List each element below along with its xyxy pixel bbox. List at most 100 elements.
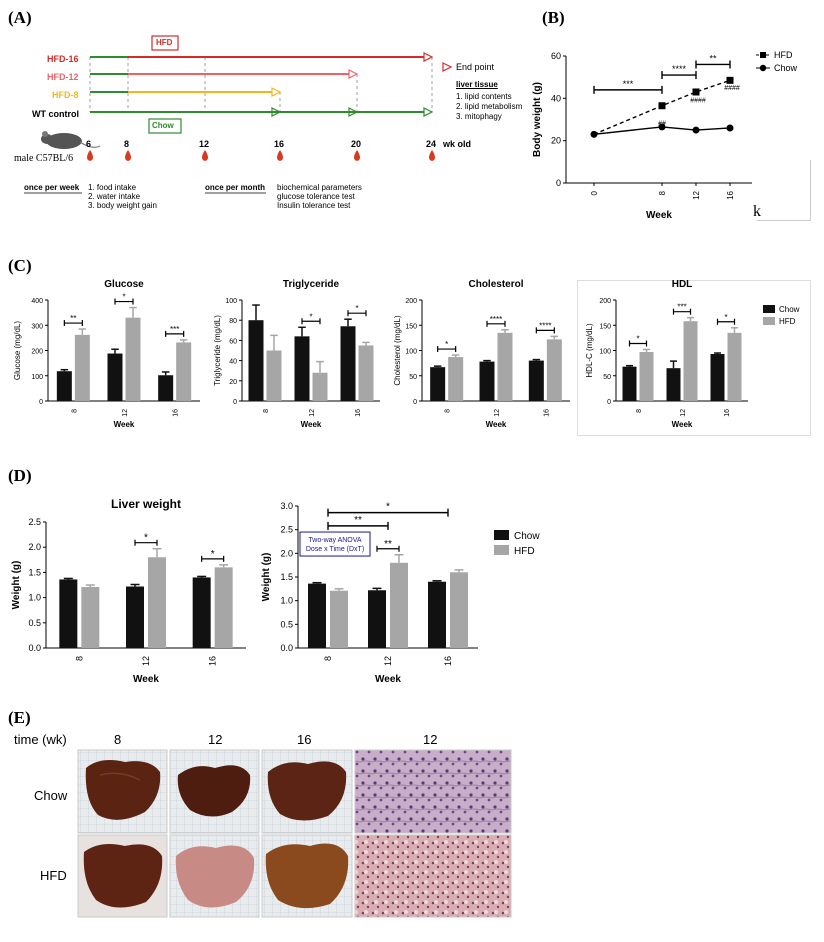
y-tick-label: 40	[551, 93, 561, 103]
group-line-hfd16	[90, 52, 434, 62]
wk-old-label: wk old	[443, 139, 472, 149]
week-12-label: 12	[208, 732, 223, 747]
legend-swatch-hfd	[494, 545, 509, 555]
bar-chow-8	[248, 320, 264, 401]
chart-glucose: Glucose 0 100 200 300 400 Glucose (mg/dL) 8 ** 12…	[13, 279, 200, 429]
group-label-hfd8: HFD-8	[52, 90, 79, 100]
chow-box-label: Chow	[152, 121, 174, 130]
y-tick-label: 60	[229, 338, 237, 345]
row-label-chow: Chow	[34, 788, 68, 803]
sig-label: **	[384, 539, 392, 550]
liver-photo-chow-12	[169, 749, 260, 834]
bar-chow-12	[126, 586, 144, 648]
monthly-label: once per month	[205, 183, 266, 192]
y-axis-label: HDL-C (mg/dL)	[585, 323, 594, 378]
y-tick-label: 0	[413, 399, 417, 406]
sig-label: **	[709, 53, 717, 63]
x-axis-label: Week	[672, 420, 693, 429]
y-tick-label: 1.5	[28, 567, 41, 577]
y-axis-label: Triglyceride (mg/dL)	[213, 315, 222, 386]
x-tick-label: 12	[680, 409, 687, 417]
x-tick-label: 12	[309, 409, 316, 417]
y-tick-label: 0	[39, 399, 43, 406]
weekly-label: once per week	[24, 183, 80, 192]
sig-label: *	[724, 313, 727, 322]
bar-chow-8	[59, 579, 78, 648]
sig-label: *	[355, 304, 358, 313]
bar-chow-16	[428, 581, 446, 648]
endpoint-label: End point	[456, 62, 495, 72]
point-hfd	[658, 102, 666, 110]
chart-title: Glucose	[104, 279, 144, 290]
y-tick-label: 2.5	[280, 525, 293, 535]
bar-hfd-12	[125, 317, 141, 401]
x-tick-label: 8	[636, 409, 643, 413]
liver-tissue-title: liver tissue	[456, 80, 498, 89]
y-tick-label: 0	[233, 399, 237, 406]
timeline-panel	[0, 0, 540, 230]
y-tick-label: 150	[599, 323, 611, 330]
x-tick-label: 12	[494, 409, 501, 417]
y-tick-label: 1.5	[280, 572, 293, 582]
bar-hfd-8	[448, 357, 464, 401]
x-tick-label: 8	[263, 409, 270, 413]
liver-item-1: 1. lipid contents	[456, 92, 512, 101]
sig-label: ***	[677, 303, 686, 312]
x-tick-label: 16	[724, 409, 731, 417]
chart-liver-weight-2: 0.0 0.5 1.0 1.5 2.0 2.5 3.0 Weight (g) 8 12 ** 16 We…	[261, 501, 540, 685]
week-16-label: 16	[297, 732, 312, 747]
y-tick-label: 1.0	[28, 593, 41, 603]
bar-chow-8	[430, 367, 446, 401]
y-axis-label: Body weight (g)	[532, 82, 543, 157]
point-chow	[692, 126, 700, 134]
y-tick-label: 80	[229, 318, 237, 325]
week-8-label: 8	[114, 732, 122, 747]
legend-label-chow: Chow	[774, 63, 798, 73]
sig-label: ***	[623, 79, 634, 89]
y-tick-label: 0.5	[28, 618, 41, 628]
tick-6: 6	[86, 139, 92, 149]
bar-chow-16	[528, 360, 544, 401]
histology-week-label: 12	[423, 732, 438, 747]
y-tick-label: 100	[599, 349, 611, 356]
x-tick-label: 16	[543, 409, 550, 417]
bar-chow-8	[308, 583, 326, 648]
mouse-strain-label: male C57BL/6	[14, 153, 74, 164]
bar-chow-12	[294, 336, 310, 401]
x-tick-label: 12	[383, 656, 393, 666]
x-tick-label: 16	[173, 409, 180, 417]
anova-box	[299, 531, 371, 557]
point-chow	[590, 130, 598, 138]
bar-hfd-16	[546, 339, 562, 401]
group-label-hfd12: HFD-12	[47, 72, 79, 82]
x-tick-label: 8	[323, 656, 333, 661]
blood-drop-icons	[87, 150, 435, 161]
top-bracket-label: **	[354, 515, 362, 526]
endpoint-icon	[442, 62, 453, 72]
y-tick-label: 100	[31, 374, 43, 381]
sig-label: *	[636, 334, 639, 343]
tick-12: 12	[199, 139, 210, 149]
point-hfd	[726, 76, 734, 84]
x-axis-label: Week	[301, 420, 322, 429]
liver-photo-hfd-8	[77, 834, 168, 918]
monthly-item-1: biochemical parameters	[277, 183, 362, 192]
x-tick-label: 8	[71, 409, 78, 413]
y-tick-label: 20	[229, 379, 237, 386]
bar-hfd-12	[148, 557, 166, 648]
hdl-frame	[577, 280, 811, 436]
legend-swatch-hfd	[763, 317, 775, 325]
bar-hfd-8	[74, 334, 90, 401]
x-axis-label: Week	[133, 674, 159, 685]
y-tick-label: 300	[31, 323, 43, 330]
top-bracket-label: *	[386, 502, 390, 513]
y-tick-label: 3.0	[280, 501, 293, 511]
y-tick-label: 40	[229, 359, 237, 366]
hash-label: ####	[690, 98, 706, 105]
legend-label-chow: Chow	[514, 531, 540, 542]
hash-label: ##	[658, 120, 666, 127]
x-tick-label: 16	[726, 190, 735, 199]
y-tick-label: 200	[405, 298, 417, 305]
x-tick-label: 16	[355, 409, 362, 417]
tick-20: 20	[351, 139, 362, 149]
